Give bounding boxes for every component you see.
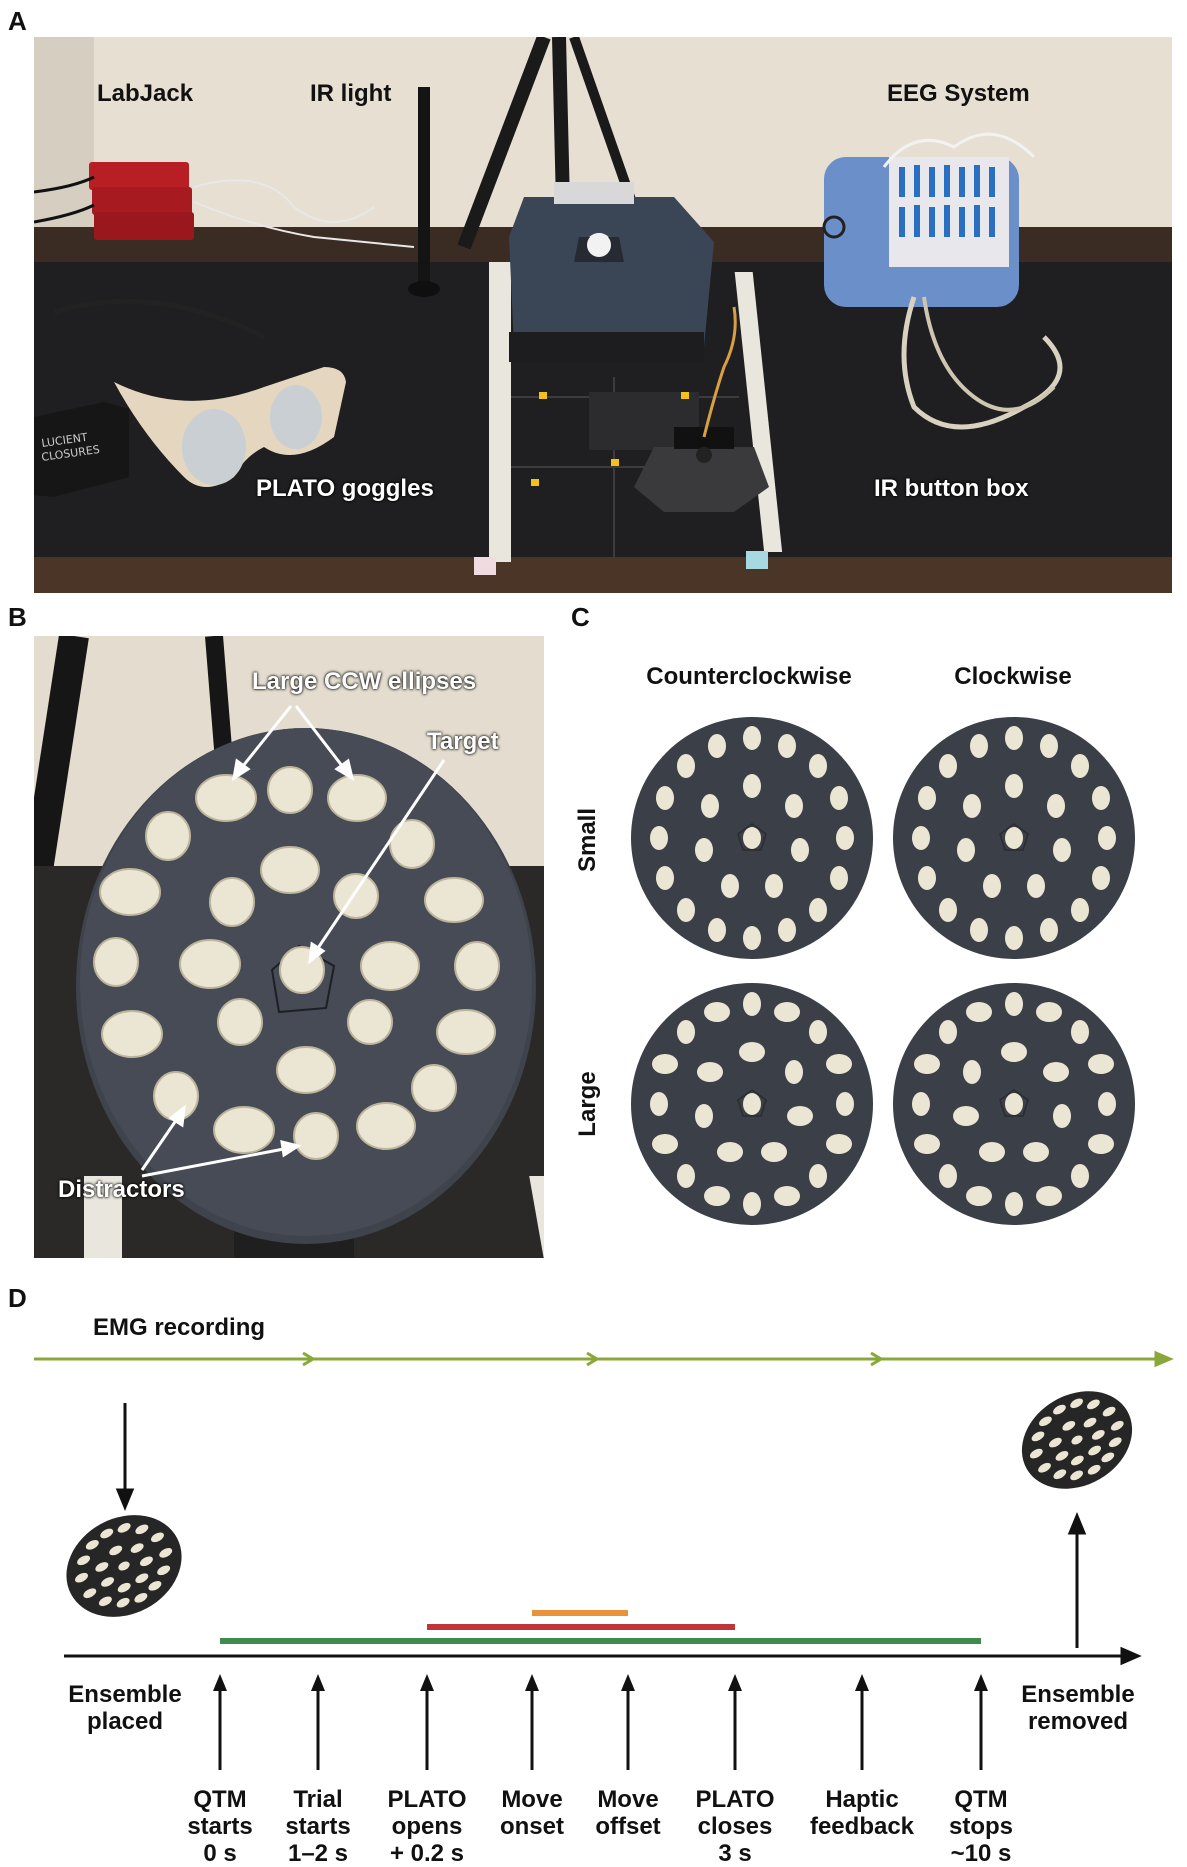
event-label: Trial starts 1–2 s	[258, 1786, 378, 1867]
qtm-bar	[220, 1638, 981, 1644]
column-head-counterclockwise: Counterclockwise	[646, 663, 852, 690]
event-label-line: + 0.2 s	[389, 1840, 465, 1867]
goggle-case: LUCIENT CLOSURES	[34, 402, 129, 497]
ensemble-removed-line-2: removed	[1027, 1708, 1129, 1735]
ensemble-large-ccw	[631, 983, 873, 1225]
event-label-line: feedback	[809, 1813, 915, 1840]
event-arrow-head	[213, 1674, 227, 1691]
emg-recording-label: EMG recording	[93, 1314, 266, 1341]
ensemble-large-cw	[893, 983, 1135, 1225]
main-timeline-axis	[64, 1646, 1142, 1666]
event-label: PLATO opens + 0.2 s	[367, 1786, 487, 1867]
event-label-line: Move	[597, 1786, 659, 1813]
move-bar	[532, 1610, 628, 1616]
ir-button-box	[634, 427, 769, 512]
row-head-large: Large	[574, 1071, 601, 1137]
panel-c-letter: C	[571, 602, 590, 632]
event-label-line: Trial	[293, 1786, 343, 1813]
tripod-leg	[457, 37, 551, 250]
event-label-line: Haptic	[825, 1786, 899, 1813]
ensemble-placed-line-1: Ensemble	[68, 1681, 182, 1708]
label-ir-button-box: IR button box	[874, 475, 1029, 502]
label-labjack: LabJack	[97, 80, 194, 107]
event-label-line: QTM	[954, 1786, 1008, 1813]
event-arrow-head	[420, 1674, 434, 1691]
event-label-line: stops	[948, 1813, 1013, 1840]
event-label-line: starts	[187, 1813, 253, 1840]
event-label-line: onset	[499, 1813, 564, 1840]
event-label: PLATO closes 3 s	[675, 1786, 795, 1867]
panel-b-letter: B	[8, 602, 27, 632]
event-label: Move onset	[472, 1786, 592, 1840]
ensemble-placed-line-2: placed	[86, 1708, 164, 1735]
ensemble-placed-label: Ensemble placed	[50, 1681, 200, 1735]
emg-recording-arrow	[34, 1350, 1174, 1368]
plato-goggles	[53, 298, 346, 487]
label-target: Target	[427, 728, 499, 755]
event-label-line: ~10 s	[950, 1840, 1012, 1867]
label-large-ccw-ellipses: Large CCW ellipses	[252, 668, 477, 695]
timeline-diagram	[34, 1350, 1174, 1770]
event-arrow-head	[974, 1674, 988, 1691]
event-label-line: QTM	[193, 1786, 247, 1813]
ir-light-stick	[418, 87, 430, 287]
event-arrow-head	[311, 1674, 325, 1691]
target-outline	[270, 944, 336, 1014]
event-label-line: PLATO	[387, 1786, 467, 1813]
event-arrow-head	[525, 1674, 539, 1691]
plato-bar	[427, 1624, 735, 1630]
event-label-line: Move	[501, 1786, 563, 1813]
event-label-line: PLATO	[695, 1786, 775, 1813]
event-label-line: opens	[391, 1813, 463, 1840]
label-plato-goggles: PLATO goggles	[256, 475, 434, 502]
apparatus-box	[509, 182, 714, 362]
label-distractors: Distractors	[58, 1176, 185, 1203]
event-label: Move offset	[568, 1786, 688, 1840]
panel-a-photo: LUCIENT CLOSURES LabJack IR light EEG Sy…	[34, 37, 1172, 593]
eeg-system	[822, 132, 1063, 430]
column-head-clockwise: Clockwise	[954, 663, 1072, 690]
event-label-line: starts	[285, 1813, 351, 1840]
event-label: QTM starts 0 s	[160, 1786, 280, 1867]
row-head-small: Small	[574, 807, 601, 873]
ensemble-placed-image	[66, 1515, 182, 1617]
event-label-line: offset	[595, 1813, 661, 1840]
ensemble-small-cw	[893, 717, 1135, 959]
event-arrow-head	[728, 1674, 742, 1691]
event-label-line: closes	[697, 1813, 773, 1840]
ensemble-placed-arrow	[115, 1403, 135, 1511]
ensemble-removed-image	[1021, 1391, 1133, 1489]
event-label: Haptic feedback	[802, 1786, 922, 1840]
ensemble-small-ccw	[631, 717, 873, 959]
ensemble-grid	[631, 717, 1135, 1225]
ensemble-removed-arrow	[1067, 1512, 1087, 1648]
event-label-line: 0 s	[203, 1840, 237, 1867]
ensemble-elements	[93, 766, 500, 1160]
svg-text:LUCIENT: LUCIENT	[41, 431, 89, 450]
event-arrow-head	[621, 1674, 635, 1691]
panel-a-letter: A	[8, 6, 27, 36]
event-label-line: 3 s	[718, 1840, 752, 1867]
ensemble-removed-label: Ensemble removed	[1003, 1681, 1153, 1735]
ensemble-removed-line-1: Ensemble	[1021, 1681, 1135, 1708]
event-label-line: 1–2 s	[287, 1840, 349, 1867]
event-label: QTM stops ~10 s	[921, 1786, 1041, 1867]
panel-b-photo: Large CCW ellipses Target Distractors	[34, 636, 544, 1258]
labjack-device	[89, 162, 194, 240]
label-ir-light: IR light	[310, 80, 392, 107]
event-arrow-head	[855, 1674, 869, 1691]
panel-d-letter: D	[8, 1283, 27, 1313]
label-eeg-system: EEG System	[887, 80, 1030, 107]
